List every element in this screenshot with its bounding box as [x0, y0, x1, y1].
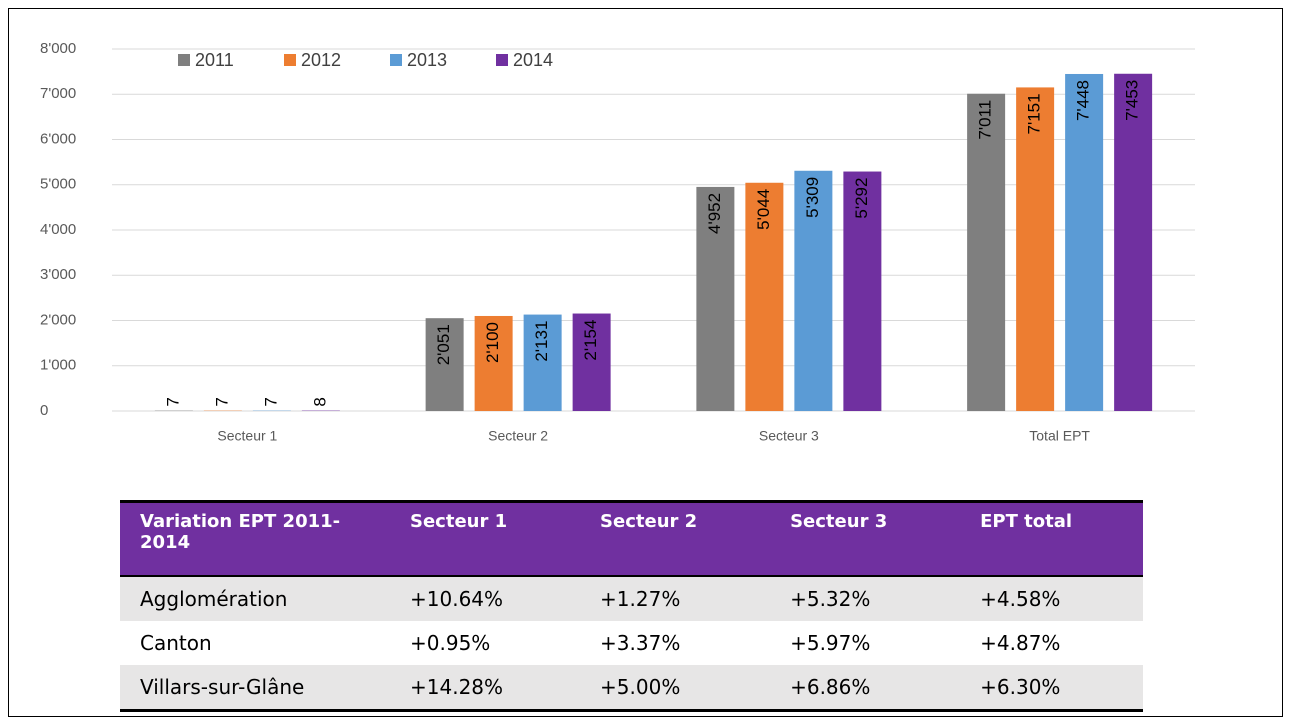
table-row: Agglomération +10.64% +1.27% +5.32% +4.58% — [120, 576, 1143, 621]
data-label: 5'044 — [754, 189, 773, 230]
table-row: Canton +0.95% +3.37% +5.97% +4.87% — [120, 621, 1143, 665]
y-tick-label: 2'000 — [40, 311, 76, 328]
bar — [474, 315, 513, 411]
data-label: 7'151 — [1025, 93, 1044, 134]
table-cell: +5.00% — [580, 665, 771, 711]
header-row: Variation EPT 2011-2014 Secteur 1 Secteur … — [120, 501, 1143, 577]
y-tick-label: 4'000 — [40, 221, 76, 238]
data-label: 2'154 — [581, 320, 600, 361]
table-cell: +1.27% — [580, 576, 771, 621]
legend-swatch — [284, 54, 296, 66]
y-tick-label: 5'000 — [40, 176, 76, 193]
table-cell: +4.87% — [980, 631, 1061, 655]
table-cell: +6.86% — [770, 665, 961, 711]
header-cell: Variation EPT 2011-2014 — [120, 501, 390, 577]
x-tick-label: Secteur 2 — [488, 428, 548, 444]
table-cell: +4.58% — [960, 576, 1143, 621]
legend-label: 2013 — [407, 50, 447, 70]
legend-label: 2014 — [513, 50, 553, 70]
table-cell: +6.30% — [960, 665, 1143, 711]
table-row: Villars-sur-Glâne +14.28% +5.00% +6.86% +6.3… — [120, 665, 1143, 711]
bar — [745, 182, 784, 411]
table-cell: Villars-sur-Glâne — [120, 665, 390, 711]
table-cell: +0.95% — [410, 631, 491, 655]
y-tick-label: 8'000 — [40, 40, 76, 57]
bar — [572, 313, 611, 411]
legend-swatch — [178, 54, 190, 66]
legend-label: 2012 — [301, 50, 341, 70]
y-tick-label: 7'000 — [40, 85, 76, 102]
table-cell: +10.64% — [390, 576, 581, 621]
x-tick-label: Secteur 3 — [759, 428, 819, 444]
y-tick-label: 3'000 — [40, 266, 76, 283]
data-label: 7 — [212, 397, 231, 406]
header-cell: Secteur 2 — [580, 501, 771, 577]
y-tick-label: 0 — [40, 402, 48, 419]
bar — [696, 186, 735, 411]
data-label: 7'453 — [1123, 80, 1142, 121]
table-cell: +3.37% — [600, 631, 681, 655]
table-cell: +5.97% — [790, 631, 871, 655]
variation-table: Variation EPT 2011-2014 Secteur 1 Secteur … — [120, 500, 1143, 712]
table-cell: Canton — [140, 631, 212, 655]
bar — [1065, 73, 1104, 411]
data-label: 5'292 — [852, 178, 871, 219]
data-label: 4'952 — [705, 193, 724, 234]
table-cell: +14.28% — [390, 665, 581, 711]
legend-label: 2011 — [195, 50, 234, 70]
y-tick-label: 6'000 — [40, 130, 76, 147]
data-label: 2'100 — [483, 322, 502, 363]
data-label: 7 — [163, 397, 182, 406]
header-cell: Secteur 1 — [390, 501, 581, 577]
x-tick-label: Total EPT — [1029, 428, 1090, 444]
x-tick-label: Secteur 1 — [217, 428, 277, 444]
bar — [967, 93, 1006, 411]
legend-swatch — [496, 54, 508, 66]
legend-swatch — [390, 54, 402, 66]
y-tick-label: 1'000 — [40, 357, 76, 374]
chart: 0 1'000 2'000 3'000 4'000 5'000 6'000 7'000 8'00… — [40, 40, 1195, 444]
bar — [794, 170, 833, 411]
data-label: 7 — [261, 397, 280, 406]
bar — [1114, 73, 1153, 412]
bar — [523, 314, 562, 411]
data-label: 5'309 — [803, 177, 822, 218]
data-label: 2'131 — [532, 321, 551, 362]
header-cell: EPT total — [960, 501, 1143, 577]
frame — [8, 8, 1283, 717]
data-label: 7'448 — [1074, 80, 1093, 121]
bar — [843, 171, 882, 411]
bar — [1016, 87, 1055, 412]
table-cell: +5.32% — [770, 576, 961, 621]
table-cell: Agglomération — [120, 576, 390, 621]
data-label: 8 — [310, 397, 329, 406]
data-label: 7'011 — [976, 100, 995, 140]
data-label: 2'051 — [434, 324, 453, 365]
header-cell: Secteur 3 — [770, 501, 961, 577]
bar — [425, 318, 464, 411]
